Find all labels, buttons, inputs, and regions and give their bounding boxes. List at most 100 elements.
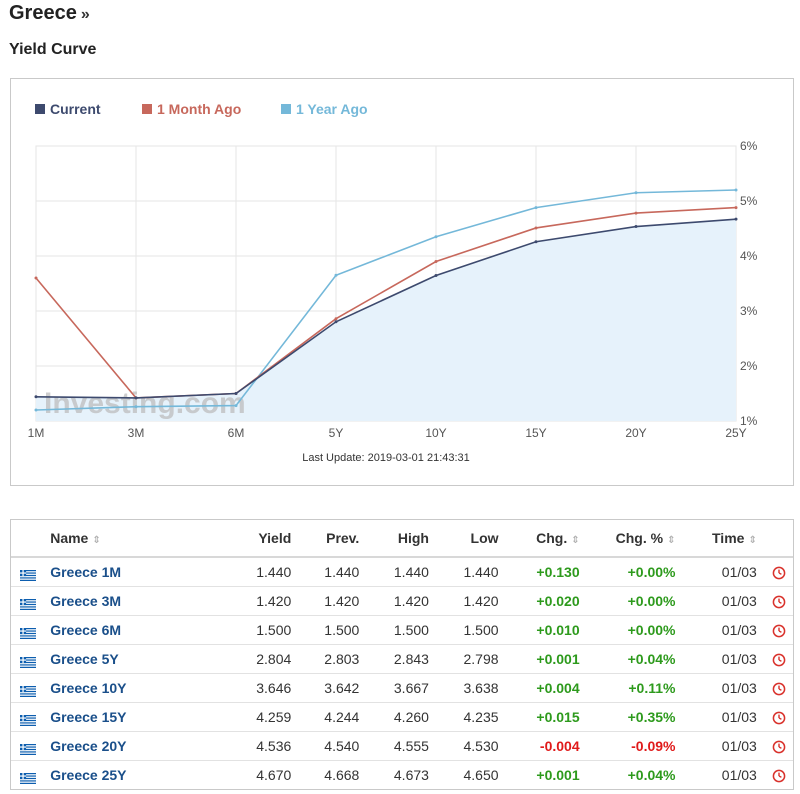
instrument-name-link[interactable]: Greece 1M: [50, 564, 122, 580]
change-percent-value-cell: +0.00%: [587, 557, 684, 587]
prev-value-cell: 2.803: [299, 644, 368, 674]
clock-cell: [764, 702, 793, 732]
high-value-cell: 4.673: [367, 761, 437, 790]
prev-value: 2.803: [324, 651, 360, 667]
column-header-time[interactable]: Time ⇕: [683, 520, 765, 558]
legend-entry[interactable]: 1 Month Ago: [157, 101, 241, 117]
low-value: 1.500: [463, 622, 499, 638]
high-value: 4.555: [393, 738, 429, 754]
sort-icon[interactable]: ⇕: [571, 535, 580, 546]
prev-value-cell: 1.500: [299, 615, 368, 645]
time-value: 01/03: [721, 680, 757, 696]
header-flag-cell: [11, 520, 45, 558]
time-value-cell: 01/03: [683, 731, 765, 761]
change-value-cell: +0.130: [506, 557, 588, 587]
clock-icon: [772, 769, 786, 783]
yield-value-cell: 1.500: [242, 615, 300, 645]
column-header-low: Low: [436, 520, 507, 558]
column-header-yield: Yield: [242, 520, 300, 558]
yield-value-cell: 4.670: [242, 761, 299, 790]
change-value: +0.001: [536, 651, 580, 667]
clock-cell: [764, 557, 793, 587]
yield-table: Name ⇕ Yield Prev. High Low Chg. ⇕ Chg. % ⇕ Time ⇕ …: [11, 520, 793, 789]
change-value-cell: +0.010: [506, 615, 588, 645]
greece-flag-icon: [19, 742, 36, 755]
sort-icon[interactable]: ⇕: [748, 535, 757, 546]
instrument-name-link[interactable]: Greece 3M: [50, 593, 122, 609]
column-header-prev: Prev.: [299, 520, 368, 558]
high-value: 3.667: [393, 680, 429, 696]
x-tick-label: 3M: [128, 426, 145, 440]
instrument-name-link[interactable]: Greece 10Y: [50, 680, 127, 696]
instrument-name-link[interactable]: Greece 20Y: [50, 738, 127, 754]
clock-icon: [772, 566, 786, 580]
prev-value: 4.540: [324, 738, 360, 754]
high-value-cell: 4.555: [367, 731, 437, 761]
column-header-label: Prev.: [326, 530, 360, 546]
data-point: [34, 408, 38, 412]
table-row: Greece 25Y 4.670 4.668 4.673 4.650 +0.001 +0.0…: [11, 761, 793, 790]
clock-icon: [772, 653, 786, 667]
time-value-cell: 01/03: [683, 761, 764, 790]
yield-value: 4.536: [256, 738, 292, 754]
x-tick-label: 25Y: [725, 426, 746, 440]
legend-entry[interactable]: 1 Year Ago: [296, 101, 368, 117]
clock-cell: [764, 586, 793, 616]
flag-cell: [11, 557, 45, 587]
greece-flag-icon: [19, 626, 36, 639]
high-value: 1.420: [393, 593, 429, 609]
yield-curve-chart: 1% 2% 3% 4% 5% 6% 1M 3M 6M 5Y 10Y 15Y 20Y 25Y Investin…: [10, 78, 794, 486]
clock-icon: [772, 711, 786, 725]
instrument-name-link-cell: Greece 3M: [44, 586, 243, 616]
data-point: [634, 225, 638, 229]
greece-flag-icon: [19, 597, 36, 610]
sort-icon[interactable]: ⇕: [667, 535, 676, 546]
time-value-cell: 01/03: [683, 615, 765, 645]
table-row: Greece 6M 1.500 1.500 1.500 1.500 +0.010 +0.00…: [11, 615, 793, 645]
series-line-current: [35, 218, 737, 399]
y-tick-label: 5%: [740, 194, 758, 208]
sort-icon[interactable]: ⇕: [92, 535, 101, 546]
time-value-cell: 01/03: [683, 702, 765, 732]
change-percent-value: +0.04%: [627, 651, 676, 667]
table-body: Greece 1M 1.440 1.440 1.440 1.440 +0.130 +0.00…: [11, 557, 793, 789]
time-value-cell: 01/03: [683, 644, 765, 674]
yield-value-cell: 1.420: [242, 586, 300, 616]
high-value-cell: 2.843: [367, 644, 437, 674]
high-value: 2.843: [393, 651, 429, 667]
data-point: [634, 191, 638, 195]
clock-icon: [772, 595, 786, 609]
change-value-cell: +0.001: [506, 644, 588, 674]
yield-value-cell: 2.804: [242, 644, 300, 674]
instrument-name-link-cell: Greece 25Y: [44, 761, 242, 790]
data-point: [134, 405, 138, 409]
column-header-chg[interactable]: Chg. % ⇕: [587, 520, 684, 558]
data-point: [334, 273, 338, 277]
column-header-label: Time: [712, 530, 745, 546]
legend-swatch: [281, 104, 291, 114]
low-value-cell: 2.798: [436, 644, 507, 674]
y-tick-label: 6%: [740, 139, 758, 153]
flag-cell: [11, 586, 45, 616]
title-more-link[interactable]: »: [80, 6, 90, 23]
column-header-label: High: [397, 530, 429, 546]
clock-icon: [772, 624, 786, 638]
low-value-cell: 4.235: [436, 702, 507, 732]
instrument-name-link[interactable]: Greece 5Y: [50, 651, 119, 667]
instrument-name-link[interactable]: Greece 25Y: [50, 767, 127, 783]
high-value-cell: 4.260: [367, 702, 437, 732]
x-tick-label: 1M: [28, 426, 45, 440]
instrument-name-link[interactable]: Greece 15Y: [50, 709, 127, 725]
clock-cell: [764, 644, 793, 674]
yield-value: 1.420: [256, 593, 292, 609]
prev-value-cell: 4.540: [299, 731, 368, 761]
legend-entry[interactable]: Current: [50, 101, 101, 117]
data-point: [534, 206, 538, 210]
instrument-name-link[interactable]: Greece 6M: [50, 622, 122, 638]
column-header-chg[interactable]: Chg. ⇕: [506, 520, 588, 558]
data-point: [434, 260, 438, 263]
table-row: Greece 5Y 2.804 2.803 2.843 2.798 +0.001 +0.04…: [11, 644, 793, 674]
column-header-name[interactable]: Name ⇕: [44, 520, 243, 558]
data-point: [334, 317, 338, 321]
instrument-name-link-cell: Greece 20Y: [44, 731, 243, 761]
